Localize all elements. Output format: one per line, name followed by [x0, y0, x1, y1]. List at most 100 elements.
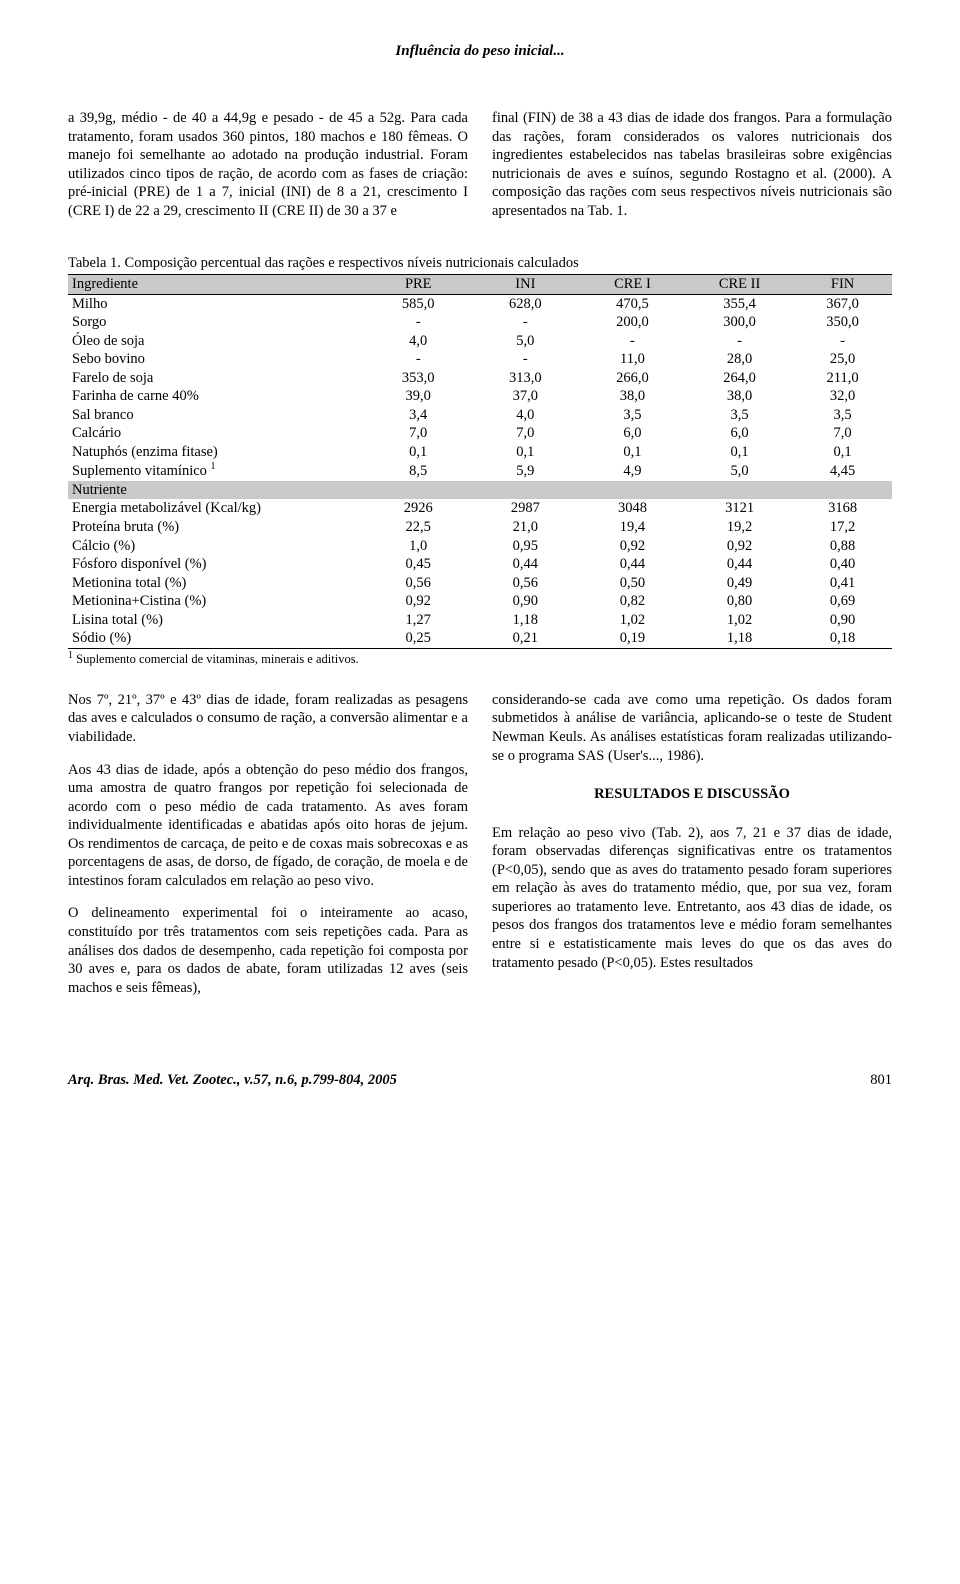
cell-value: 0,90 — [793, 611, 892, 630]
col-cre1: CRE I — [579, 275, 686, 295]
cell-value: 19,2 — [686, 518, 793, 537]
nutrient-label: Nutriente — [68, 481, 892, 500]
cell-value: 4,9 — [579, 461, 686, 480]
table-row: Metionina total (%)0,560,560,500,490,41 — [68, 574, 892, 593]
cell-value: 0,44 — [579, 555, 686, 574]
cell-label: Sebo bovino — [68, 350, 365, 369]
cell-value: 6,0 — [686, 424, 793, 443]
cell-value: 5,0 — [686, 461, 793, 480]
cell-value: 367,0 — [793, 294, 892, 313]
composition-table: Ingrediente PRE INI CRE I CRE II FIN Mil… — [68, 274, 892, 649]
table-row: Sorgo--200,0300,0350,0 — [68, 313, 892, 332]
cell-value: 6,0 — [579, 424, 686, 443]
cell-value: 300,0 — [686, 313, 793, 332]
cell-label: Farinha de carne 40% — [68, 387, 365, 406]
journal-citation: Arq. Bras. Med. Vet. Zootec., v.57, n.6,… — [68, 1071, 397, 1090]
cell-label: Farelo de soja — [68, 369, 365, 388]
section-heading-results: RESULTADOS E DISCUSSÃO — [492, 785, 892, 804]
cell-value: 0,25 — [365, 629, 472, 648]
cell-label: Cálcio (%) — [68, 537, 365, 556]
cell-value: 2987 — [472, 499, 579, 518]
cell-label: Calcário — [68, 424, 365, 443]
running-title: Influência do peso inicial... — [68, 42, 892, 61]
cell-value: 25,0 — [793, 350, 892, 369]
cell-value: 0,44 — [472, 555, 579, 574]
cell-value: 0,1 — [365, 443, 472, 462]
cell-value: 3,5 — [686, 406, 793, 425]
cell-value: 0,69 — [793, 592, 892, 611]
cell-value: 7,0 — [365, 424, 472, 443]
cell-value: 0,90 — [472, 592, 579, 611]
cell-value: 4,0 — [365, 332, 472, 351]
page-footer: Arq. Bras. Med. Vet. Zootec., v.57, n.6,… — [68, 1071, 892, 1090]
intro-right-para: final (FIN) de 38 a 43 dias de idade dos… — [492, 109, 892, 220]
cell-value: 355,4 — [686, 294, 793, 313]
cell-value: 0,80 — [686, 592, 793, 611]
cell-value: 21,0 — [472, 518, 579, 537]
intro-columns: a 39,9g, médio - de 40 a 44,9g e pesado … — [68, 109, 892, 234]
cell-value: 7,0 — [793, 424, 892, 443]
table-row: Farinha de carne 40%39,037,038,038,032,0 — [68, 387, 892, 406]
cell-value: 0,19 — [579, 629, 686, 648]
cell-value: 0,41 — [793, 574, 892, 593]
table-row: Proteína bruta (%)22,521,019,419,217,2 — [68, 518, 892, 537]
table-row: Cálcio (%)1,00,950,920,920,88 — [68, 537, 892, 556]
cell-value: - — [472, 313, 579, 332]
cell-value: 2926 — [365, 499, 472, 518]
cell-value: 32,0 — [793, 387, 892, 406]
cell-value: 0,95 — [472, 537, 579, 556]
cell-value: 0,21 — [472, 629, 579, 648]
table-row: Calcário7,07,06,06,07,0 — [68, 424, 892, 443]
table-1: Tabela 1. Composição percentual das raçõ… — [68, 254, 892, 666]
cell-value: 19,4 — [579, 518, 686, 537]
cell-value: 3,4 — [365, 406, 472, 425]
cell-label: Sal branco — [68, 406, 365, 425]
table-row: Natuphós (enzima fitase)0,10,10,10,10,1 — [68, 443, 892, 462]
body-para: Nos 7º, 21º, 37º e 43º dias de idade, fo… — [68, 691, 468, 747]
cell-value: 350,0 — [793, 313, 892, 332]
cell-value: 3168 — [793, 499, 892, 518]
col-pre: PRE — [365, 275, 472, 295]
cell-value: 0,92 — [686, 537, 793, 556]
cell-value: 3,5 — [793, 406, 892, 425]
cell-value: - — [686, 332, 793, 351]
cell-value: 5,0 — [472, 332, 579, 351]
table-row: Sal branco3,44,03,53,53,5 — [68, 406, 892, 425]
cell-value: 5,9 — [472, 461, 579, 480]
cell-value: 628,0 — [472, 294, 579, 313]
cell-value: - — [579, 332, 686, 351]
body-para: O delineamento experimental foi o inteir… — [68, 904, 468, 997]
cell-value: 211,0 — [793, 369, 892, 388]
table-caption: Tabela 1. Composição percentual das raçõ… — [68, 254, 892, 273]
cell-value: 7,0 — [472, 424, 579, 443]
cell-label: Óleo de soja — [68, 332, 365, 351]
cell-value: 38,0 — [686, 387, 793, 406]
table-row: Fósforo disponível (%)0,450,440,440,440,… — [68, 555, 892, 574]
table-row: Lisina total (%)1,271,181,021,020,90 — [68, 611, 892, 630]
cell-label: Lisina total (%) — [68, 611, 365, 630]
cell-value: 8,5 — [365, 461, 472, 480]
cell-value: 37,0 — [472, 387, 579, 406]
cell-label: Fósforo disponível (%) — [68, 555, 365, 574]
cell-value: 0,82 — [579, 592, 686, 611]
cell-value: 0,1 — [793, 443, 892, 462]
cell-value: 4,0 — [472, 406, 579, 425]
body-columns: Nos 7º, 21º, 37º e 43º dias de idade, fo… — [68, 691, 892, 1011]
body-para: considerando-se cada ave como uma repeti… — [492, 691, 892, 765]
cell-value: 0,1 — [472, 443, 579, 462]
cell-value: - — [793, 332, 892, 351]
table-row: Metionina+Cistina (%)0,920,900,820,800,6… — [68, 592, 892, 611]
col-fin: FIN — [793, 275, 892, 295]
cell-value: 22,5 — [365, 518, 472, 537]
cell-label: Milho — [68, 294, 365, 313]
cell-value: 0,1 — [686, 443, 793, 462]
cell-value: 1,27 — [365, 611, 472, 630]
cell-value: 1,18 — [686, 629, 793, 648]
cell-value: 0,92 — [365, 592, 472, 611]
cell-value: 0,56 — [472, 574, 579, 593]
cell-value: 3121 — [686, 499, 793, 518]
table-row: Sódio (%)0,250,210,191,180,18 — [68, 629, 892, 648]
cell-value: 264,0 — [686, 369, 793, 388]
cell-value: 1,02 — [686, 611, 793, 630]
cell-label: Sódio (%) — [68, 629, 365, 648]
